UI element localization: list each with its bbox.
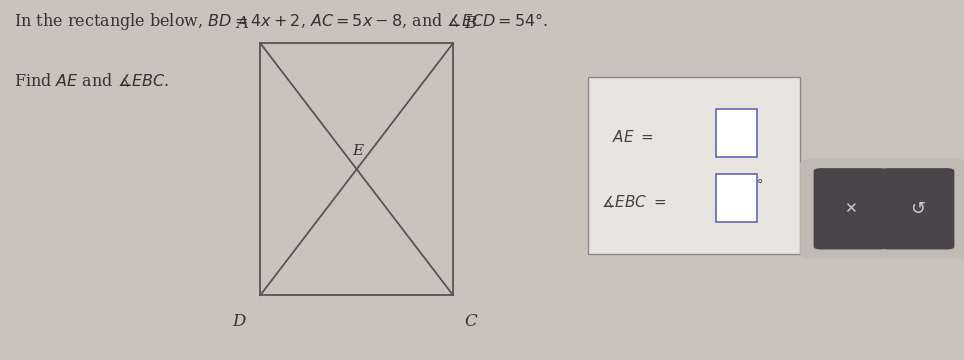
FancyBboxPatch shape	[881, 168, 954, 249]
FancyBboxPatch shape	[588, 77, 800, 254]
Text: A: A	[237, 15, 249, 32]
Text: ↺: ↺	[910, 200, 925, 218]
Text: $\measuredangle EBC\ =$: $\measuredangle EBC\ =$	[601, 193, 666, 210]
FancyBboxPatch shape	[814, 168, 887, 249]
FancyBboxPatch shape	[716, 109, 757, 157]
Text: °: °	[757, 178, 763, 191]
Text: B: B	[465, 15, 477, 32]
Text: In the rectangle below, $BD=4x+2$, $AC=5x-8$, and $\measuredangle ECD=54°$.: In the rectangle below, $BD=4x+2$, $AC=5…	[14, 11, 549, 32]
Text: ✕: ✕	[844, 201, 857, 216]
Text: $AE\ =$: $AE\ =$	[612, 129, 654, 145]
Text: D: D	[232, 313, 246, 330]
FancyBboxPatch shape	[800, 158, 964, 259]
Text: Find $AE$ and $\measuredangle EBC$.: Find $AE$ and $\measuredangle EBC$.	[14, 72, 170, 90]
Text: E: E	[352, 144, 363, 158]
FancyBboxPatch shape	[716, 174, 757, 222]
Text: C: C	[465, 313, 477, 330]
